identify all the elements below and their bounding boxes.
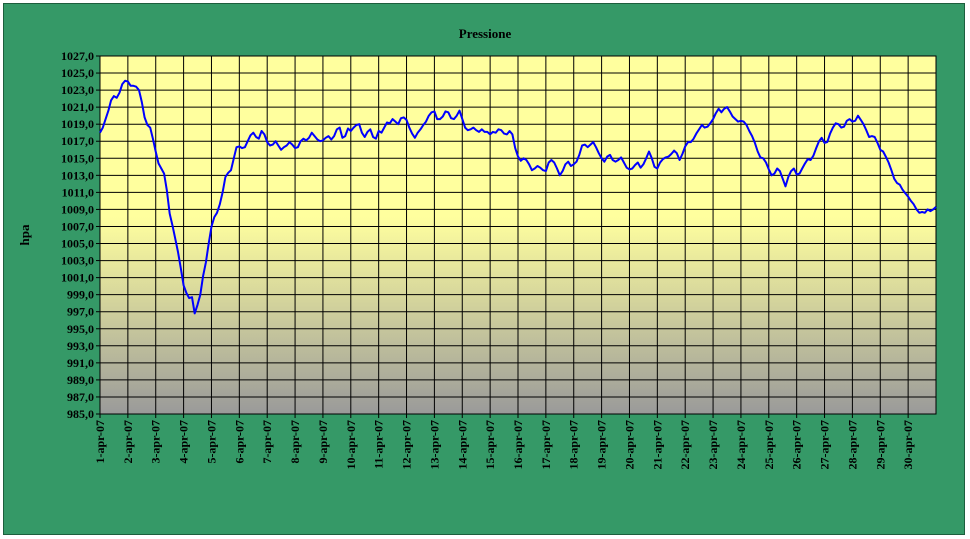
chart-frame: Pressione 985,0 987,0 989,0 991,0 993,0 995,0… <box>3 3 965 535</box>
x-tick-label: 26-apr-07 <box>790 420 804 470</box>
y-tick-label: 995,0 <box>67 322 94 336</box>
y-tick-label: 985,0 <box>67 407 94 421</box>
y-tick-label: 1007,0 <box>61 219 94 233</box>
x-tick-label: 24-apr-07 <box>734 420 748 470</box>
y-tick-label: 1015,0 <box>61 151 94 165</box>
x-tick-label: 13-apr-07 <box>427 420 441 470</box>
x-tick-label: 21-apr-07 <box>650 420 664 470</box>
x-tick-label: 3-apr-07 <box>149 420 163 464</box>
x-tick-label: 22-apr-07 <box>678 420 692 470</box>
x-tick-label: 8-apr-07 <box>288 420 302 464</box>
y-tick-label: 1013,0 <box>61 168 94 182</box>
pressure-chart: Pressione 985,0 987,0 989,0 991,0 993,0 995,0… <box>17 26 937 470</box>
y-tick-label: 1019,0 <box>61 117 94 131</box>
y-tick-label: 1021,0 <box>61 100 94 114</box>
x-tick-label: 15-apr-07 <box>483 420 497 470</box>
y-axis-ticks: 985,0 987,0 989,0 991,0 993,0 995,0 997,0 999,0… <box>61 49 100 421</box>
x-tick-label: 2-apr-07 <box>121 420 135 464</box>
x-tick-label: 5-apr-07 <box>204 420 218 464</box>
x-tick-label: 4-apr-07 <box>177 420 191 464</box>
x-tick-label: 28-apr-07 <box>845 420 859 470</box>
x-tick-label: 30-apr-07 <box>901 420 915 470</box>
y-tick-label: 1003,0 <box>61 254 94 268</box>
y-tick-label: 1023,0 <box>61 83 94 97</box>
x-tick-label: 25-apr-07 <box>762 420 776 470</box>
y-tick-label: 989,0 <box>67 373 94 387</box>
x-tick-label: 6-apr-07 <box>232 420 246 464</box>
x-tick-label: 9-apr-07 <box>316 420 330 464</box>
y-tick-label: 987,0 <box>67 390 94 404</box>
x-tick-label: 27-apr-07 <box>818 420 832 470</box>
chart-title: Pressione <box>459 26 512 41</box>
y-tick-label: 1017,0 <box>61 134 94 148</box>
y-axis-label: hpa <box>17 224 32 245</box>
x-tick-label: 16-apr-07 <box>511 420 525 470</box>
y-tick-label: 993,0 <box>67 339 94 353</box>
y-tick-label: 1011,0 <box>62 185 94 199</box>
x-tick-label: 23-apr-07 <box>706 420 720 470</box>
y-tick-label: 991,0 <box>67 356 94 370</box>
x-tick-label: 7-apr-07 <box>260 420 274 464</box>
x-tick-label: 18-apr-07 <box>567 420 581 470</box>
x-tick-label: 14-apr-07 <box>455 420 469 470</box>
grid-lines <box>100 56 936 414</box>
x-tick-label: 1-apr-07 <box>93 420 107 464</box>
y-tick-label: 997,0 <box>67 305 94 319</box>
y-tick-label: 1027,0 <box>61 49 94 63</box>
x-tick-label: 19-apr-07 <box>595 420 609 470</box>
x-tick-label: 12-apr-07 <box>400 420 414 470</box>
pressure-series-line <box>99 79 937 315</box>
y-tick-label: 1025,0 <box>61 66 94 80</box>
x-tick-label: 11-apr-07 <box>372 420 386 469</box>
x-tick-label: 17-apr-07 <box>539 420 553 470</box>
x-tick-label: 20-apr-07 <box>622 420 636 470</box>
y-tick-label: 1005,0 <box>61 237 94 251</box>
x-tick-label: 10-apr-07 <box>344 420 358 470</box>
x-tick-label: 29-apr-07 <box>873 420 887 470</box>
y-tick-label: 999,0 <box>67 288 94 302</box>
y-tick-label: 1001,0 <box>61 271 94 285</box>
y-tick-label: 1009,0 <box>61 202 94 216</box>
x-axis-ticks: 1-apr-07 2-apr-07 3-apr-07 4-apr-07 5-apr-07… <box>93 414 915 470</box>
